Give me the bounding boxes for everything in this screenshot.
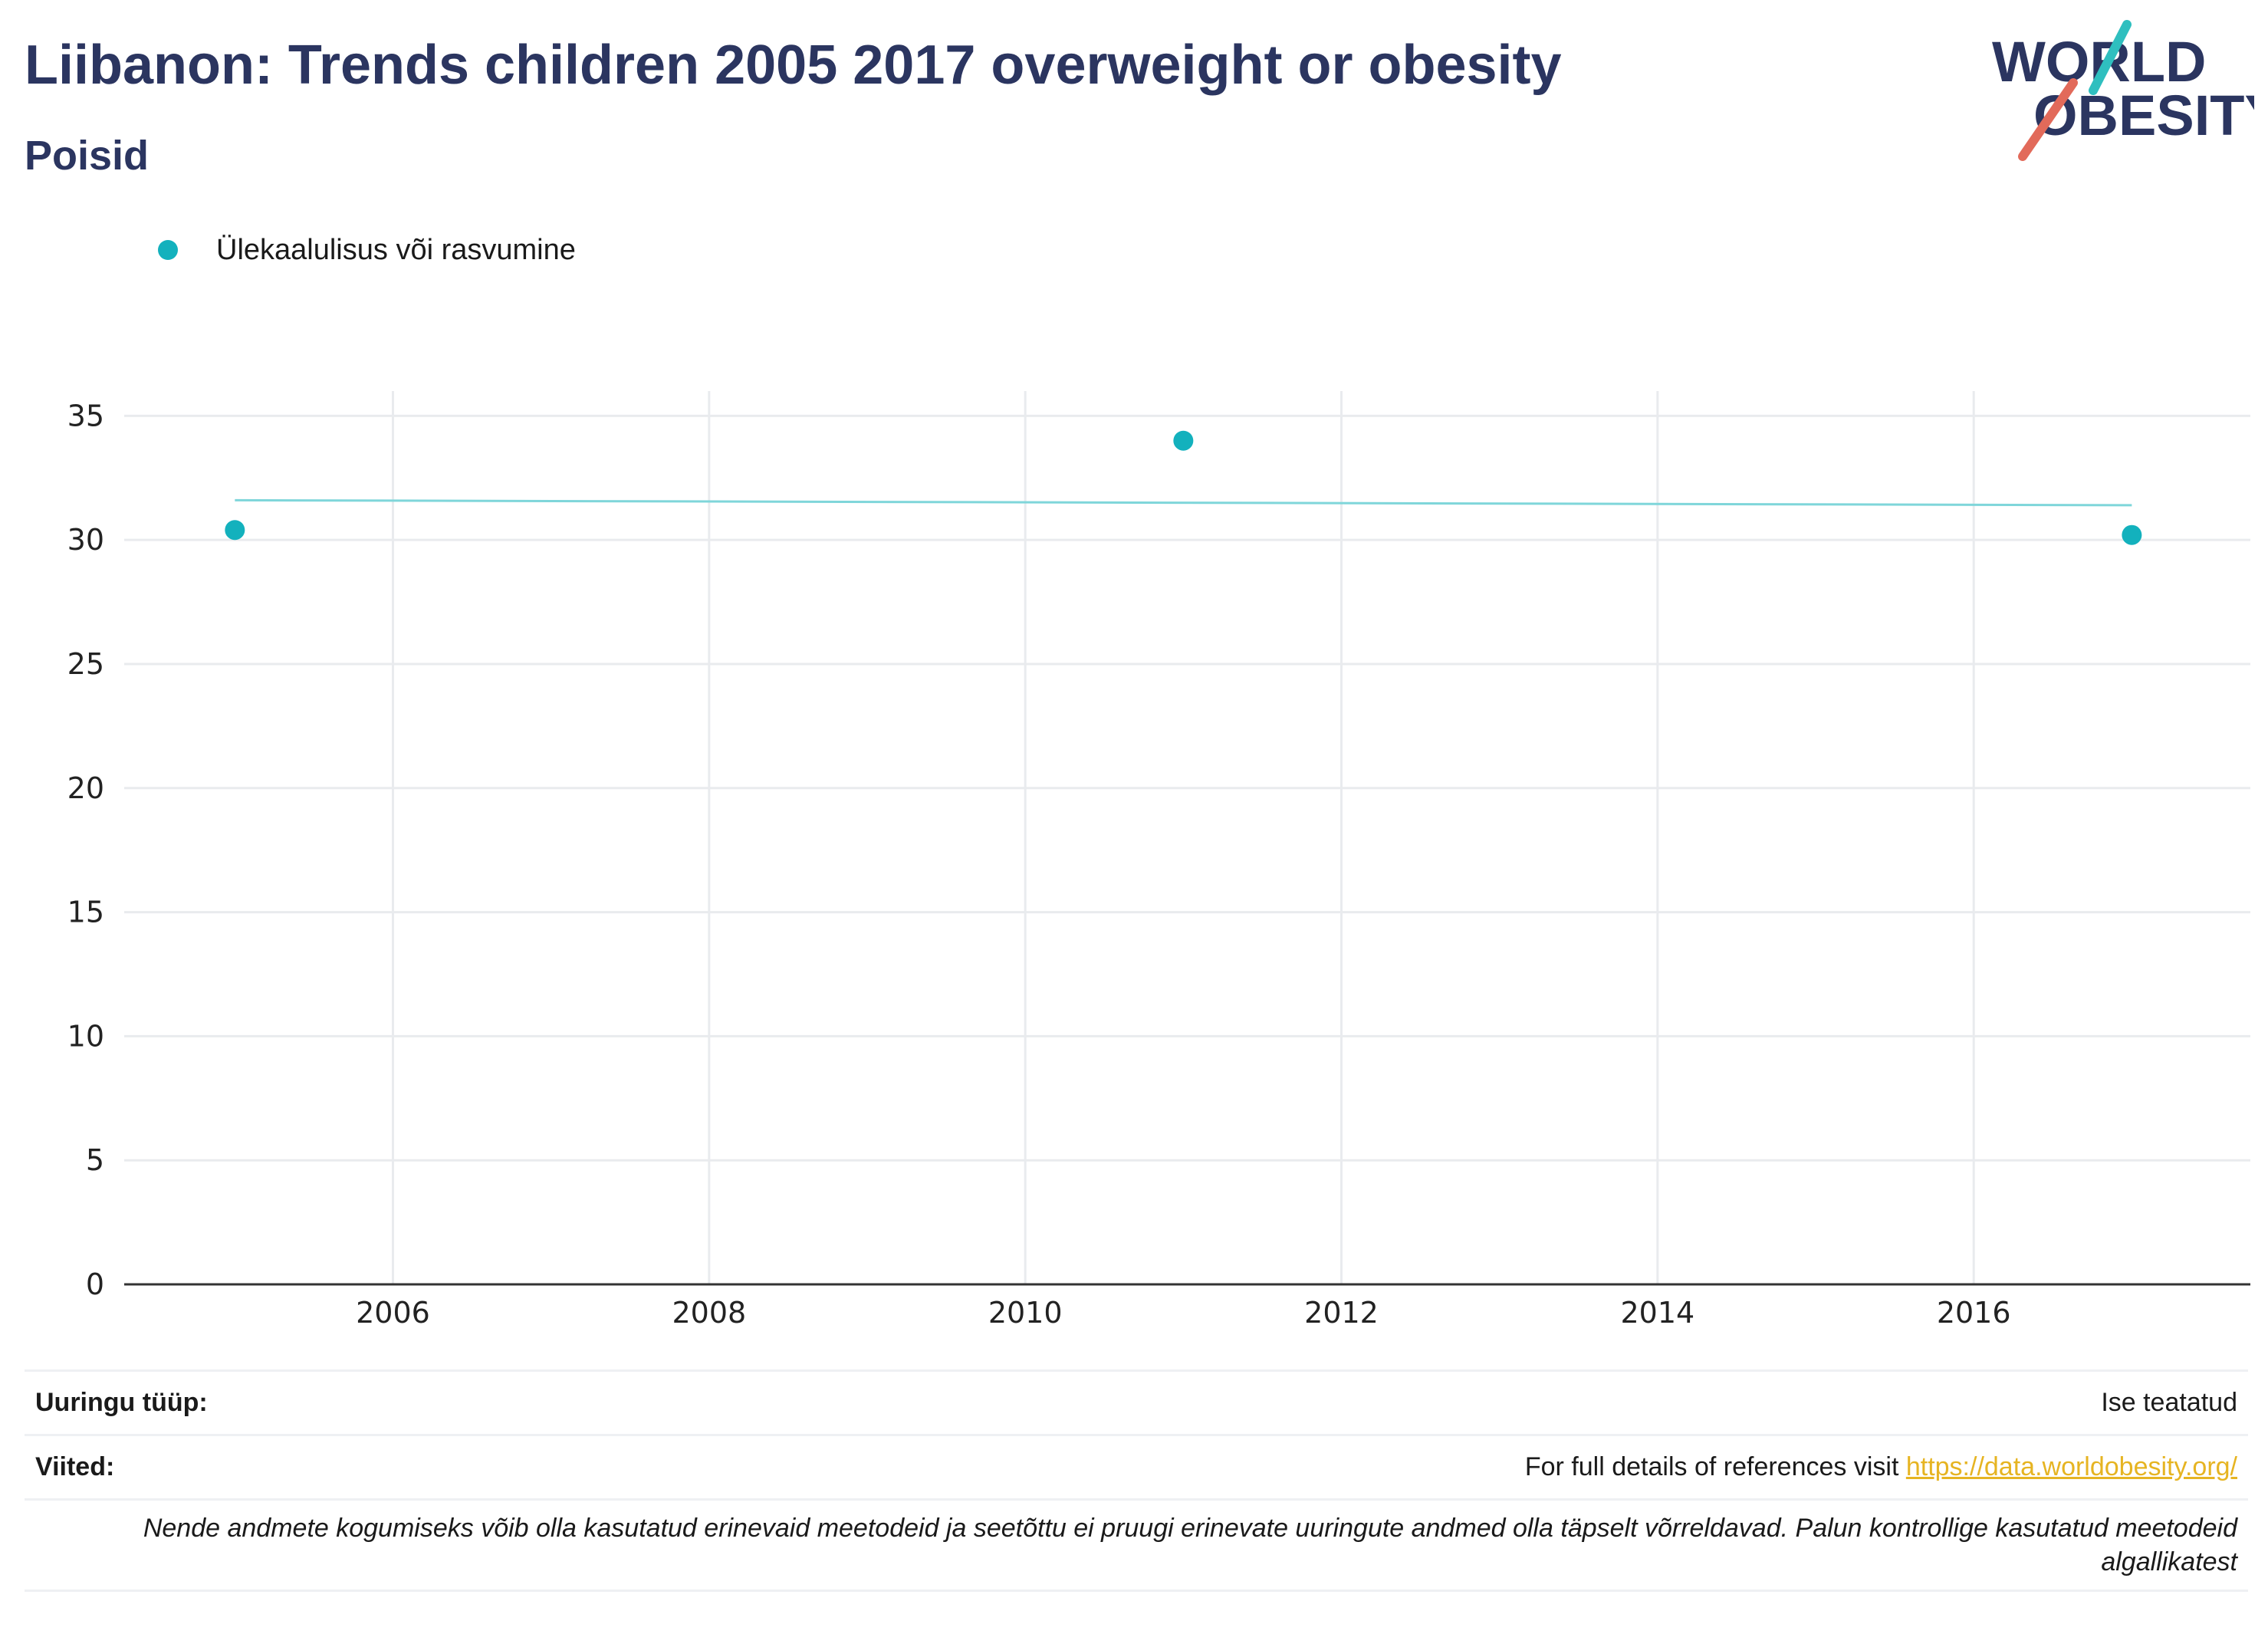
y-tick-label: 5 (86, 1143, 104, 1177)
trend-line (235, 498, 2132, 507)
survey-type-label: Uuringu tüüp: (35, 1388, 208, 1417)
legend-label: Ülekaalulisus või rasvumine (216, 233, 576, 266)
x-tick-label: 2010 (988, 1296, 1063, 1330)
x-tick-label: 2016 (1937, 1296, 2011, 1330)
y-tick-label: 35 (67, 399, 104, 432)
methodology-note: Nende andmete kogumiseks võib olla kasut… (143, 1514, 2237, 1576)
y-tick-label: 0 (86, 1267, 104, 1301)
references-label: Viited: (35, 1452, 115, 1481)
world-obesity-logo: WORLD OBESITY (1992, 20, 2254, 161)
x-tick-label: 2012 (1304, 1296, 1379, 1330)
data-point (225, 520, 245, 541)
data-point (1173, 430, 1194, 451)
references-value: For full details of references visit htt… (1525, 1452, 2237, 1482)
legend-marker (158, 240, 178, 260)
references-row: Viited: For full details of references v… (25, 1434, 2248, 1498)
data-point (2122, 524, 2142, 545)
logo-slash-teal (2089, 20, 2132, 95)
x-tick-label: 2008 (672, 1296, 746, 1330)
logo-slash-red (2018, 78, 2078, 161)
survey-type-value: Ise teatatud (2101, 1388, 2237, 1417)
footer-table: Uuringu tüüp: Ise teatatud Viited: For f… (25, 1369, 2248, 1592)
scatter-chart: 0 5 10 15 20 25 30 35 2006 2008 2010 2012 2014 2016 (67, 391, 2250, 1330)
x-tick-label: 2006 (356, 1296, 430, 1330)
y-tick-label: 10 (67, 1019, 104, 1053)
references-link[interactable]: https://data.worldobesity.org/ (1905, 1452, 2237, 1481)
page-title: Liibanon: Trends children 2005 2017 over… (25, 35, 1562, 96)
y-tick-label: 20 (67, 771, 104, 805)
x-tick-label: 2014 (1620, 1296, 1694, 1330)
y-tick-label: 15 (67, 896, 104, 929)
methodology-note-row: Nende andmete kogumiseks võib olla kasut… (25, 1498, 2248, 1592)
y-tick-label: 25 (67, 647, 104, 681)
chart-subtitle: Poisid (25, 133, 150, 179)
chart-legend: Ülekaalulisus või rasvumine (158, 227, 576, 273)
y-tick-label: 30 (67, 523, 104, 557)
survey-type-row: Uuringu tüüp: Ise teatatud (25, 1369, 2248, 1434)
references-text: For full details of references visit (1524, 1452, 1906, 1481)
